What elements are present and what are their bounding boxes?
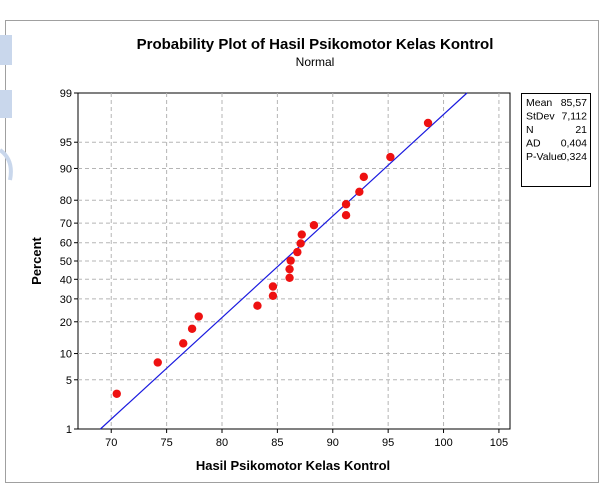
stat-value: 0,404: [561, 138, 587, 150]
chart-title: Probability Plot of Hasil Psikomotor Kel…: [137, 36, 494, 53]
stat-label: AD: [526, 138, 541, 150]
fit-line-group: [100, 92, 468, 430]
data-point: [293, 247, 302, 257]
stat-label: N: [526, 124, 534, 136]
data-point: [268, 291, 278, 300]
data-point: [112, 389, 121, 398]
y-tick-label: 50: [60, 256, 72, 268]
data-point: [341, 211, 351, 220]
y-tick-label: 10: [60, 349, 72, 361]
data-point: [359, 172, 368, 182]
data-points: [112, 118, 433, 398]
data-point: [153, 358, 162, 367]
x-tick-label: 85: [271, 437, 283, 449]
data-point: [285, 273, 294, 283]
x-tick-label: 90: [327, 437, 339, 449]
stat-label: StDev: [526, 111, 555, 123]
data-point: [187, 324, 197, 333]
x-tick-label: 80: [216, 437, 228, 449]
stat-value: 85,57: [561, 97, 587, 109]
grid-lines: [78, 93, 510, 429]
chart-subtitle: Normal: [296, 55, 335, 69]
fit-line: [100, 92, 468, 430]
data-point: [297, 230, 306, 239]
data-point: [285, 264, 294, 274]
data-point: [253, 301, 262, 310]
y-tick-label: 20: [60, 317, 72, 329]
y-tick-label: 40: [60, 274, 72, 286]
y-tick-label: 70: [60, 218, 72, 230]
y-tick-label: 90: [60, 163, 72, 175]
data-point: [268, 282, 278, 291]
x-tick-label: 75: [160, 437, 172, 449]
y-axis-label: Percent: [29, 236, 44, 284]
data-point: [286, 256, 295, 265]
x-tick-label: 70: [105, 437, 117, 449]
data-point: [296, 239, 305, 248]
x-tick-label: 100: [434, 437, 452, 449]
data-point: [355, 187, 364, 197]
data-point: [194, 312, 203, 321]
data-point: [423, 118, 433, 128]
y-tick-label: 80: [60, 195, 72, 207]
x-tick-label: 95: [382, 437, 394, 449]
stat-value: 0,324: [561, 151, 587, 163]
x-tick-label: 105: [490, 437, 508, 449]
y-tick-label: 5: [66, 375, 72, 387]
y-tick-label: 30: [60, 294, 72, 306]
y-axis-ticks: 1 5 10 20 30 40 50 60 70 80 90 95 99: [60, 88, 78, 436]
y-tick-label: 1: [66, 424, 72, 436]
y-tick-label: 99: [60, 88, 72, 100]
x-axis-label: Hasil Psikomotor Kelas Kontrol: [196, 458, 390, 473]
y-tick-label: 95: [60, 137, 72, 149]
stats-legend-border: [521, 93, 591, 187]
data-point: [309, 220, 319, 230]
y-tick-label: 60: [60, 238, 72, 250]
x-axis-ticks: 70 75 80 85 90 95 100 105: [105, 429, 508, 449]
stat-label: P-Value: [526, 151, 563, 163]
data-point: [179, 339, 188, 348]
data-point: [341, 200, 351, 209]
data-point: [386, 152, 395, 162]
figure-frame: [5, 20, 599, 483]
stats-legend: Mean 85,57 StDev 7,112 N 21 AD 0,404P-Value0,32…: [521, 93, 591, 187]
stat-value: 7,112: [562, 111, 588, 123]
stat-label: Mean: [526, 97, 552, 109]
stat-value: 21: [575, 124, 587, 136]
